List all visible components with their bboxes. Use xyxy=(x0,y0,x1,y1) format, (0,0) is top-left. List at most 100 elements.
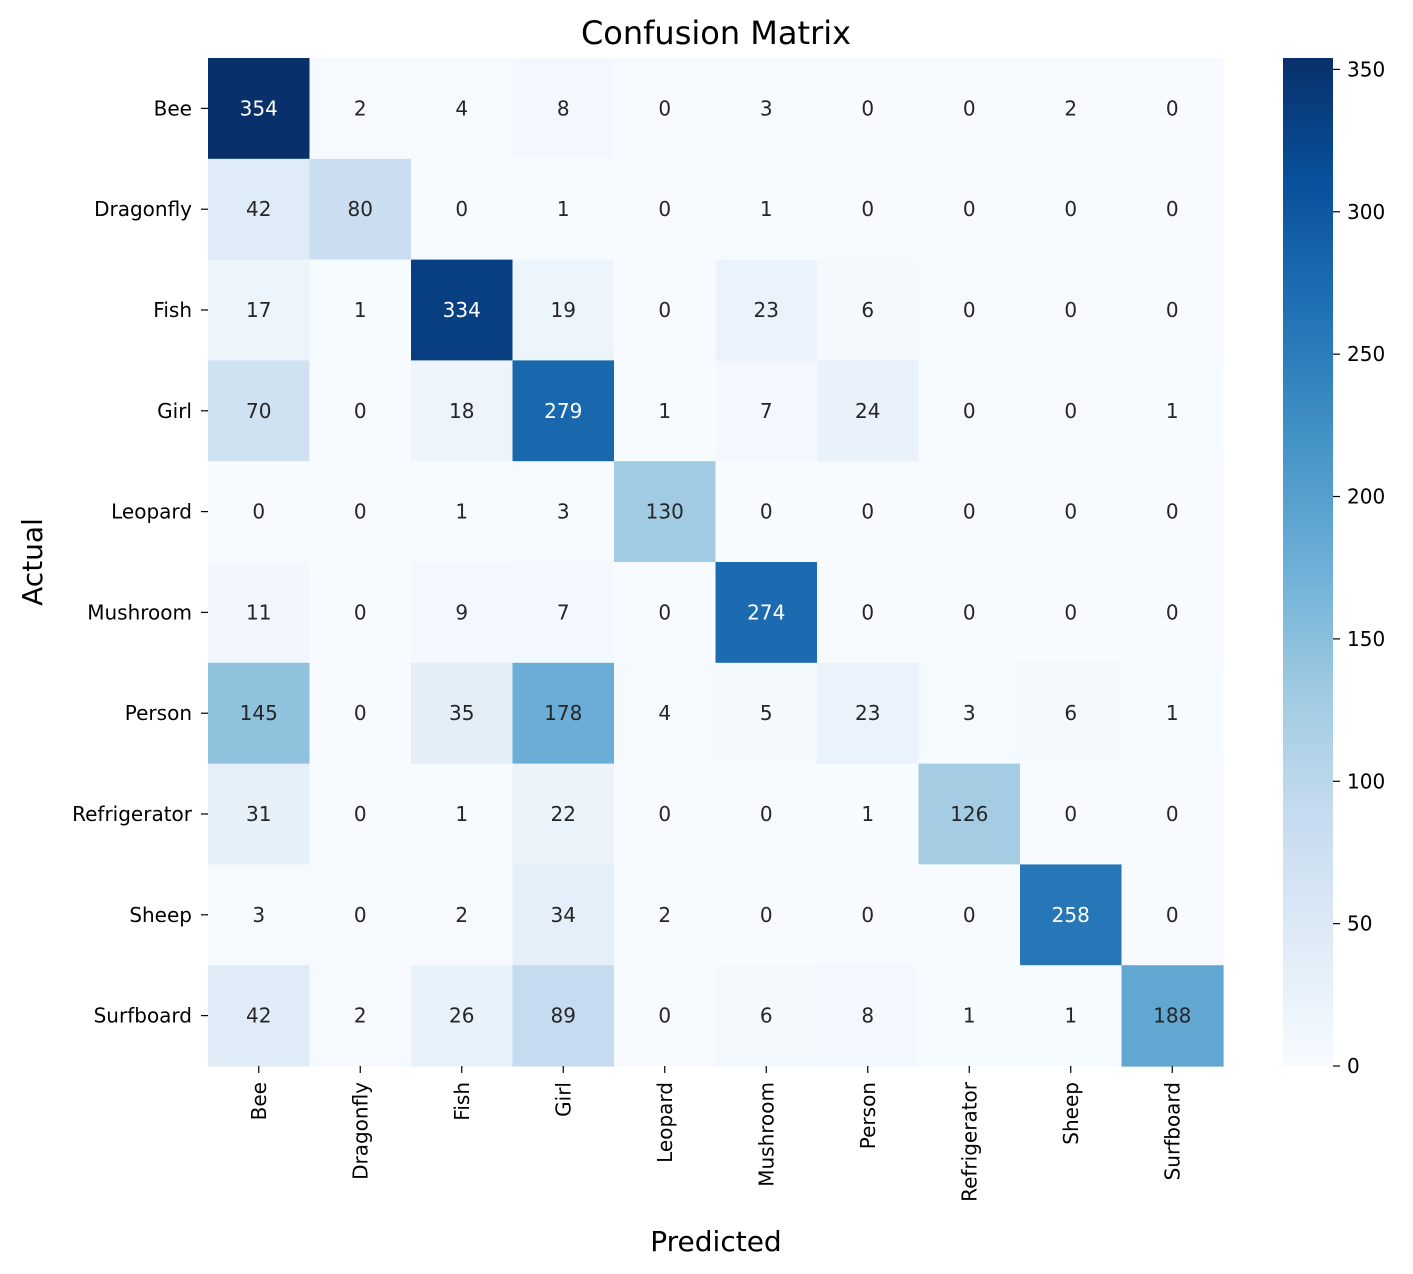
y-axis-ticks: Bee Dragonfly Fish Girl Leopard Mushroom Perso… xyxy=(72,96,208,1028)
heatmap-cell-value: 0 xyxy=(1064,399,1077,423)
y-tick-label: Mushroom xyxy=(87,600,192,624)
heatmap-cell xyxy=(411,58,514,160)
heatmap-cell xyxy=(411,461,514,563)
heatmap-cell xyxy=(715,461,818,563)
heatmap-cell xyxy=(918,562,1021,664)
heatmap-cell-value: 0 xyxy=(1166,500,1179,524)
heatmap-cell-value: 0 xyxy=(1166,903,1179,927)
heatmap-cell xyxy=(614,562,717,664)
heatmap-cell xyxy=(715,58,818,160)
heatmap-cell-value: 9 xyxy=(455,600,468,624)
heatmap-cell xyxy=(817,864,920,966)
heatmap-cell xyxy=(817,965,920,1067)
heatmap-cell xyxy=(817,461,920,563)
heatmap-cell xyxy=(1121,965,1224,1067)
heatmap-cell-value: 0 xyxy=(658,298,671,322)
heatmap-cell-value: 0 xyxy=(1064,802,1077,826)
heatmap-cell-value: 0 xyxy=(658,802,671,826)
heatmap-cell-value: 0 xyxy=(354,903,367,927)
heatmap-cell-value: 0 xyxy=(963,96,976,120)
heatmap-cell-value: 80 xyxy=(348,197,373,221)
x-axis-ticks: Bee Dragonfly Fish Girl Leopard Mushroom Perso… xyxy=(247,1066,1184,1202)
heatmap-cell-value: 70 xyxy=(246,399,271,423)
heatmap-cell xyxy=(512,864,615,966)
heatmap-cell xyxy=(1121,864,1224,966)
heatmap-cell xyxy=(918,58,1021,160)
heatmap-cell-value: 23 xyxy=(855,701,880,725)
heatmap-cell xyxy=(309,562,412,664)
heatmap-cell-value: 0 xyxy=(963,600,976,624)
heatmap-cell xyxy=(918,158,1021,261)
heatmap-cells xyxy=(208,58,1224,1067)
heatmap-cell-value: 0 xyxy=(354,399,367,423)
heatmap-cell-value: 5 xyxy=(760,701,773,725)
heatmap-cell-value: 1 xyxy=(658,399,671,423)
heatmap-cell xyxy=(309,662,412,765)
heatmap-cell-value: 1 xyxy=(455,500,468,524)
heatmap-cell-value: 0 xyxy=(658,1004,671,1028)
heatmap-cell xyxy=(208,259,311,361)
colorbar-tick-label: 200 xyxy=(1347,485,1385,509)
heatmap-cell-value: 0 xyxy=(760,802,773,826)
heatmap-cell-value: 0 xyxy=(1166,197,1179,221)
heatmap-cell-value: 4 xyxy=(455,96,468,120)
heatmap-cell-value: 0 xyxy=(658,96,671,120)
heatmap-cell xyxy=(411,864,514,966)
heatmap-cell xyxy=(918,763,1021,865)
heatmap-cell-value: 1 xyxy=(455,802,468,826)
heatmap-cell-value: 0 xyxy=(760,500,773,524)
heatmap-cell xyxy=(1020,662,1123,765)
heatmap-cell xyxy=(715,562,818,664)
heatmap-cell-value: 0 xyxy=(861,197,874,221)
heatmap-cell-value: 279 xyxy=(544,399,582,423)
heatmap-cell-value: 7 xyxy=(557,600,570,624)
heatmap-cell xyxy=(208,158,311,261)
heatmap-cell xyxy=(208,763,311,865)
colorbar-tick-label: 100 xyxy=(1347,769,1385,793)
heatmap-cell-value: 6 xyxy=(1064,701,1077,725)
x-tick-label: Girl xyxy=(551,1082,575,1117)
heatmap-cell-value: 0 xyxy=(1166,298,1179,322)
heatmap-cell xyxy=(512,662,615,765)
heatmap-cell xyxy=(411,562,514,664)
y-tick-label: Refrigerator xyxy=(72,802,193,826)
heatmap-cell-value: 1 xyxy=(760,197,773,221)
heatmap-cell-value: 23 xyxy=(754,298,779,322)
heatmap-cell-value: 0 xyxy=(1166,802,1179,826)
heatmap-cell-value: 0 xyxy=(861,500,874,524)
heatmap-cell-value: 188 xyxy=(1153,1004,1191,1028)
heatmap-cell-value: 42 xyxy=(246,1004,271,1028)
heatmap-cell xyxy=(817,158,920,261)
heatmap-cell-value: 334 xyxy=(443,298,481,322)
heatmap-cell-value: 0 xyxy=(963,298,976,322)
y-tick-label: Girl xyxy=(157,399,192,423)
heatmap-cell-value: 126 xyxy=(950,802,988,826)
heatmap-cell-value: 2 xyxy=(1064,96,1077,120)
heatmap-cell-value: 89 xyxy=(551,1004,576,1028)
heatmap-cell xyxy=(1020,562,1123,664)
heatmap-cell-value: 1 xyxy=(557,197,570,221)
heatmap-cell xyxy=(512,158,615,261)
heatmap-cell-value: 0 xyxy=(1166,600,1179,624)
heatmap-cell xyxy=(208,965,311,1067)
heatmap-cell xyxy=(411,662,514,765)
heatmap-cell xyxy=(512,562,615,664)
heatmap-cell-value: 3 xyxy=(963,701,976,725)
heatmap-cell-value: 1 xyxy=(1166,701,1179,725)
heatmap-cell xyxy=(817,259,920,361)
heatmap-cell xyxy=(411,763,514,865)
heatmap-cell xyxy=(512,461,615,563)
heatmap-cell xyxy=(918,259,1021,361)
heatmap-cell-value: 145 xyxy=(240,701,278,725)
heatmap-cell-value: 42 xyxy=(246,197,271,221)
heatmap-cell xyxy=(614,58,717,160)
x-axis-title: Predicted xyxy=(650,1225,781,1258)
heatmap-cell xyxy=(817,58,920,160)
heatmap-cell xyxy=(817,662,920,765)
heatmap-cell xyxy=(918,965,1021,1067)
x-tick-label: Surfboard xyxy=(1160,1082,1184,1180)
heatmap-cell xyxy=(411,965,514,1067)
heatmap-cell-value: 0 xyxy=(963,903,976,927)
heatmap-cell xyxy=(715,158,818,261)
heatmap-cell-value: 3 xyxy=(252,903,265,927)
